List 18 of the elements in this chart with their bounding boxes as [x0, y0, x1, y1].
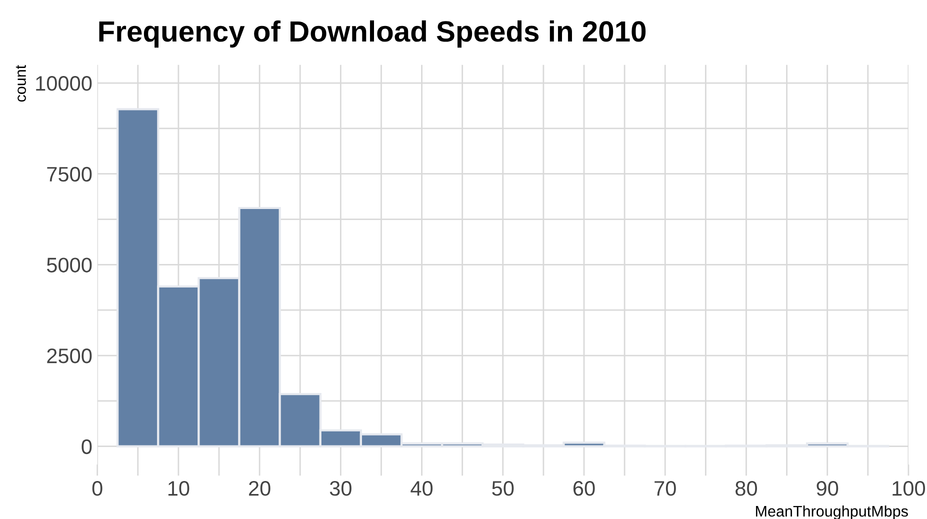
- x-tick-label: 30: [330, 481, 352, 496]
- x-tick-label: 50: [492, 481, 514, 496]
- x-tick-label: 80: [736, 481, 758, 496]
- x-tick-label: 20: [249, 481, 270, 496]
- x-tick-label: 10: [168, 481, 190, 496]
- x-tick-label: 70: [654, 481, 676, 496]
- y-axis-title: count: [16, 64, 26, 102]
- y-tick-label: 2500: [47, 348, 92, 364]
- y-tick-label: 0: [82, 439, 92, 454]
- y-tick-label: 5000: [46, 258, 92, 272]
- chart-title: Frequency of Download Speeds in 2010: [99, 20, 646, 48]
- y-tick-label: 7500: [47, 166, 92, 182]
- x-tick-label: 60: [573, 481, 595, 496]
- y-tick-label: 10000: [36, 76, 92, 91]
- x-tick-label: 40: [410, 481, 433, 496]
- x-tick-label: 90: [816, 481, 838, 496]
- x-tick-label: 0: [92, 481, 102, 496]
- x-tick-label: 100: [892, 481, 926, 496]
